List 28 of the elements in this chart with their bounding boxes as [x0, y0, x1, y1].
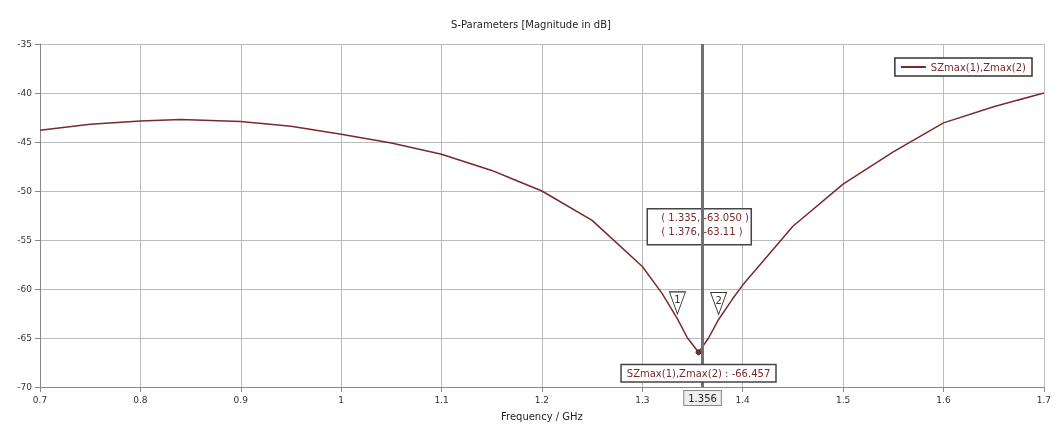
- x-tick-label: 1.7: [1036, 394, 1052, 405]
- x-tick-label: 0.7: [32, 394, 48, 405]
- x-tick-label: 1: [338, 394, 345, 405]
- legend-label: SZmax(1),Zmax(2): [930, 61, 1027, 73]
- annotation: 1: [674, 294, 681, 306]
- y-tick-label: -70: [17, 382, 33, 392]
- x-axis-title: Frequency / GHz: [500, 410, 583, 422]
- x-tick-label: 0.9: [233, 394, 249, 405]
- x-tick-label: 1.1: [434, 394, 449, 405]
- y-tick-label: -50: [17, 186, 33, 196]
- x-tick-label: 1.3: [635, 394, 650, 405]
- ref-line-label: 1.356: [688, 392, 717, 404]
- x-tick-label: 1.6: [936, 394, 951, 405]
- x-tick-label: 1.2: [534, 394, 550, 405]
- x-tick-label: 0.8: [133, 394, 148, 405]
- y-tick-label: -40: [17, 88, 33, 98]
- annotation: ( 1.376, -63.11 ): [661, 226, 743, 238]
- x-tick-label: 1.5: [835, 394, 851, 405]
- y-tick-label: -65: [17, 333, 32, 343]
- y-tick-label: -35: [17, 39, 32, 49]
- annotation: ( 1.335, -63.050 ): [661, 212, 750, 224]
- x-tick-label: 1.4: [735, 394, 751, 405]
- y-tick-label: -45: [17, 137, 32, 147]
- y-tick-label: -55: [17, 235, 32, 245]
- y-tick-label: -60: [17, 284, 33, 294]
- chart-title: S-Parameters [Magnitude in dB]: [451, 18, 612, 30]
- annotation: 2: [715, 294, 722, 306]
- annotation: SZmax(1),Zmax(2) : -66.457: [626, 367, 771, 379]
